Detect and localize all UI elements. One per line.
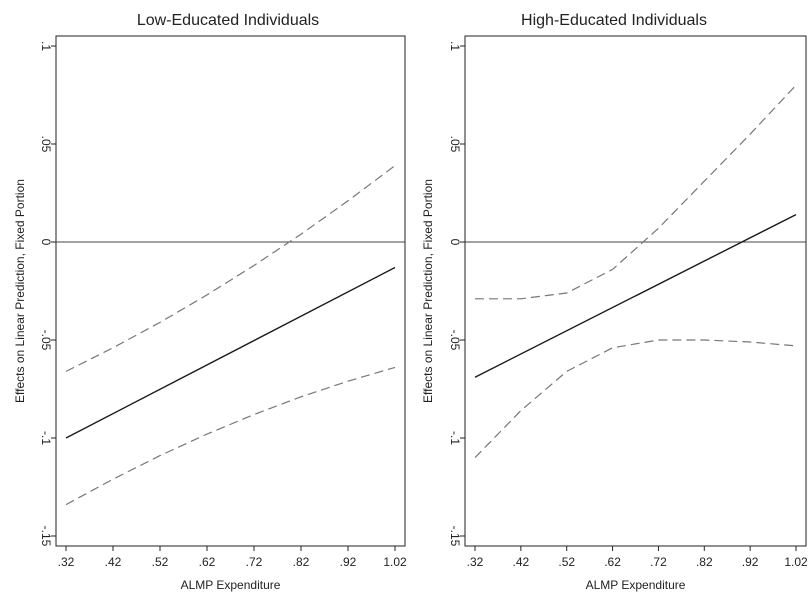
y-tick-label: 0: [39, 239, 53, 246]
plot-frame: [464, 35, 807, 547]
y-axis-label: Effects on Linear Prediction, Fixed Port…: [421, 179, 435, 403]
x-tick-label: .52: [152, 555, 169, 569]
x-tick-label: .62: [604, 555, 621, 569]
x-tick-label: .82: [696, 555, 713, 569]
x-tick-label: .72: [650, 555, 667, 569]
y-tick-label: -.15: [39, 526, 53, 547]
series-line-lower-ci: [474, 339, 797, 459]
x-tick-label: .42: [105, 555, 122, 569]
chart-panel-2: High-Educated Individuals .32 .42 .52 .62 .72…: [421, 12, 808, 592]
x-axis-label: ALMP Expenditure: [181, 578, 281, 592]
y-tick-label: .05: [448, 136, 462, 153]
x-tick-label: .32: [58, 555, 75, 569]
series-line-upper-ci: [475, 84, 797, 300]
x-tick-label: 1.02: [383, 555, 407, 569]
x-tick-label: .82: [293, 555, 310, 569]
series-line-upper-ci: [65, 165, 396, 372]
x-tick-label: .42: [513, 555, 530, 569]
y-tick-label: -.1: [448, 431, 462, 445]
y-tick-label: -.15: [448, 526, 462, 547]
y-axis-label: Effects on Linear Prediction, Fixed Port…: [13, 179, 27, 403]
series-line-lower-ci: [65, 366, 396, 506]
chart-panel-1: Low-Educated Individuals .32 .42 .52 .62 .72.…: [13, 12, 407, 592]
x-axis-label: ALMP Expenditure: [586, 578, 686, 592]
x-tick-label: .92: [340, 555, 357, 569]
panel-title: Low-Educated Individuals: [137, 12, 319, 29]
y-tick-label: -.1: [39, 431, 53, 445]
series-line-estimate: [65, 266, 396, 439]
y-tick-label: 0: [448, 239, 462, 246]
series-line-estimate: [474, 213, 797, 378]
x-tick-label: .32: [467, 555, 484, 569]
y-tick-label: -.05: [39, 330, 53, 351]
y-tick-label: .05: [39, 136, 53, 153]
x-tick-label: .92: [742, 555, 759, 569]
x-tick-label: .62: [199, 555, 216, 569]
plot-frame: [55, 35, 406, 547]
panel-title: High-Educated Individuals: [521, 12, 707, 29]
y-tick-label: .1: [448, 41, 462, 51]
y-tick-label: -.05: [448, 330, 462, 351]
x-tick-label: 1.02: [784, 555, 808, 569]
x-tick-label: .52: [558, 555, 575, 569]
y-tick-label: .1: [39, 41, 53, 51]
x-tick-label: .72: [246, 555, 263, 569]
